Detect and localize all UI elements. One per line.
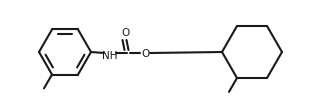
Text: O: O <box>121 28 129 38</box>
Text: NH: NH <box>102 51 118 61</box>
Text: O: O <box>141 49 149 59</box>
